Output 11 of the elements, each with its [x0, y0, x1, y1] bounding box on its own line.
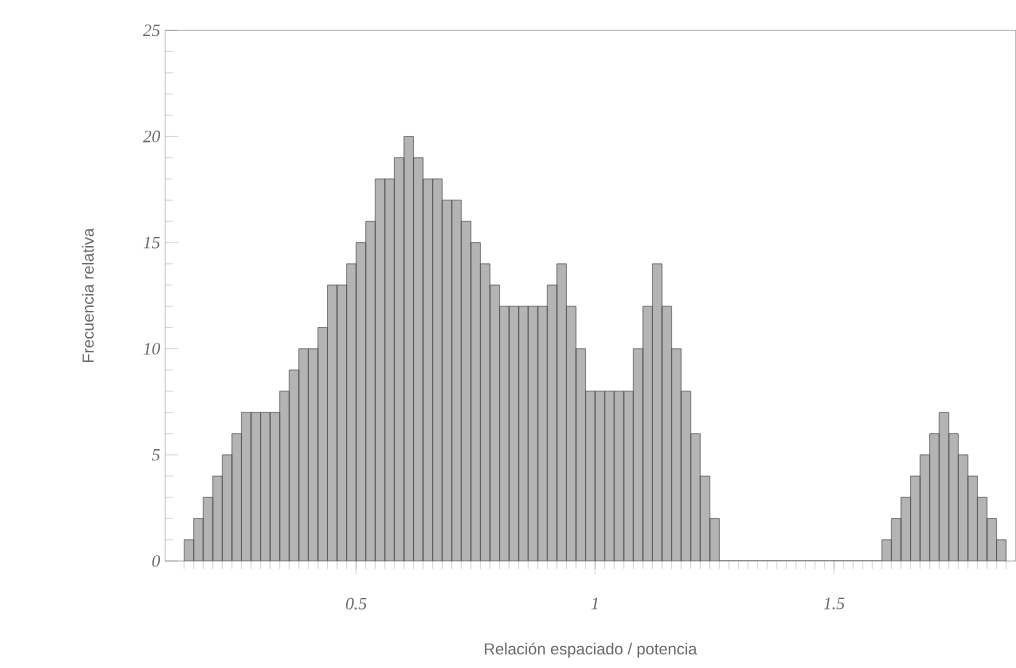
x-tick-label: 1 [591, 597, 598, 610]
x-tick-label: 1.5 [823, 597, 845, 610]
y-tick-label: 15 [143, 236, 160, 249]
y-tick-label: 0 [152, 555, 161, 567]
x-axis-title: Relación espaciado / potencia [484, 642, 698, 658]
y-tick-label: 25 [142, 24, 160, 37]
y-tick-label: 5 [151, 449, 160, 461]
y-tick-label: 20 [142, 130, 161, 143]
x-tick-label: 0.5 [346, 597, 367, 610]
y-tick-label: 10 [143, 342, 161, 355]
y-axis-title: Frecuencia relativa [82, 228, 94, 362]
